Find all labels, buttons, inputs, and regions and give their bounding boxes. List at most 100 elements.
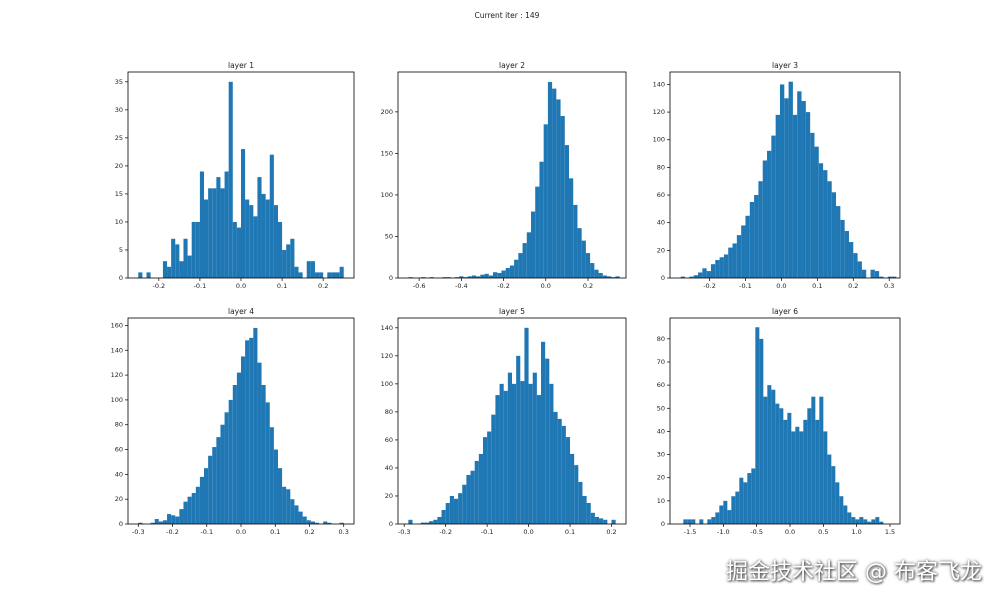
histogram-bar (507, 372, 512, 524)
x-tick-label: 0.2 (848, 282, 858, 290)
histogram-bar (526, 232, 531, 278)
histogram-bar (442, 277, 447, 278)
histogram-bar (797, 91, 802, 278)
x-tick-label: 0.0 (236, 528, 246, 536)
histogram-bar (590, 512, 595, 524)
histogram-bar (861, 269, 867, 278)
histogram-bar (216, 437, 221, 524)
histogram-bar (204, 468, 209, 524)
histogram-bar (803, 419, 808, 524)
histogram-bar (516, 355, 521, 524)
histogram-bar (879, 521, 884, 524)
y-tick-label: 150 (381, 149, 393, 157)
y-tick-label: 140 (381, 324, 393, 332)
x-tick-label: -0.1 (194, 282, 207, 290)
histogram-bar (208, 455, 213, 524)
histogram-bar (224, 412, 229, 524)
subplot-title: layer 5 (499, 307, 525, 316)
histogram-bar (792, 114, 798, 278)
histogram-bar (775, 114, 780, 278)
x-tick-label: 0.0 (541, 282, 551, 290)
histogram-bar (290, 499, 295, 524)
histogram-bar (183, 238, 188, 278)
histogram-bar (747, 473, 752, 524)
histogram-bar (574, 465, 579, 524)
histogram-bar (594, 269, 599, 278)
x-tick-label: 0.2 (606, 528, 616, 536)
histogram-bar (162, 520, 168, 524)
histogram-bar (560, 116, 565, 278)
histogram-bar (302, 516, 307, 524)
histogram-bar (683, 519, 688, 524)
subplot-title: layer 4 (228, 307, 254, 316)
histogram-bar (843, 505, 848, 524)
histogram-bar (573, 204, 578, 278)
histogram-bar (294, 266, 299, 278)
histogram-bar (462, 484, 467, 524)
histogram-bar (818, 163, 824, 278)
histogram-bar (310, 261, 315, 278)
histogram-bar (687, 519, 692, 524)
histogram-bar (779, 84, 785, 278)
histogram-bar (514, 259, 519, 278)
histogram-bar (795, 426, 800, 524)
histogram-bar (487, 431, 492, 524)
y-tick-label: 80 (115, 421, 123, 429)
x-tick-label: 1.5 (885, 528, 895, 536)
x-tick-label: 0.0 (776, 282, 786, 290)
histogram-bar (495, 395, 500, 524)
histogram-bar (831, 192, 837, 278)
x-tick-label: 0.2 (583, 282, 593, 290)
histogram-bar (715, 260, 720, 278)
histogram-bar (699, 519, 704, 524)
histogram-bar (741, 225, 746, 278)
histogram-bar (585, 253, 591, 278)
histogram-bar (446, 277, 451, 278)
y-tick-label: 60 (385, 436, 393, 444)
histogram-bar (779, 408, 784, 524)
histogram-bar (707, 519, 712, 524)
histogram-bar (449, 495, 454, 524)
histogram-bar (471, 275, 477, 278)
histogram-bar (175, 516, 180, 524)
histogram-bar (847, 512, 852, 524)
histogram-bar (553, 411, 558, 524)
histogram-bar (611, 519, 616, 524)
x-tick-label: 0.1 (270, 528, 280, 536)
x-tick-label: 0.3 (884, 282, 894, 290)
histogram-bar (509, 265, 515, 278)
histogram-bar (257, 362, 262, 524)
histogram-bar (208, 188, 213, 278)
histogram-bar (429, 521, 434, 524)
histogram-bar (814, 146, 819, 278)
histogram-bar (743, 482, 748, 524)
y-tick-label: 40 (385, 464, 393, 472)
histogram-bar (569, 178, 574, 278)
histogram-bar (791, 431, 796, 524)
histogram-bar (715, 512, 720, 524)
x-tick-label: 0.1 (277, 282, 287, 290)
histogram-bar (732, 243, 737, 278)
histogram-bar (561, 425, 566, 524)
histogram-bar (702, 268, 707, 278)
histogram-bar (199, 171, 205, 278)
histogram-bar (762, 160, 768, 278)
histogram-bar (531, 211, 536, 278)
histogram-bar (245, 340, 250, 524)
histogram-bar (823, 431, 828, 524)
x-tick-label: -0.1 (481, 528, 494, 536)
histogram-bar (751, 468, 756, 524)
histogram-bar (719, 505, 724, 524)
y-tick-label: 30 (115, 106, 123, 114)
histogram-bar (524, 327, 529, 524)
y-tick-label: 200 (381, 108, 393, 116)
histogram-bar (844, 230, 849, 278)
histogram-bar (501, 270, 506, 278)
x-tick-label: -0.3 (132, 528, 145, 536)
x-tick-label: 0.2 (304, 528, 314, 536)
histogram-bar (851, 517, 856, 524)
histogram-bar (503, 390, 508, 524)
histogram-bar (731, 496, 736, 524)
histogram-bar (581, 240, 586, 278)
